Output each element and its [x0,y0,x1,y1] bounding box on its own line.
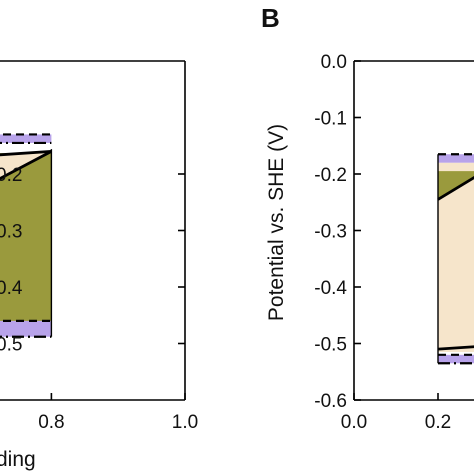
olive-region [0,153,52,326]
purple-band-top [0,134,52,143]
y-tick-label: -0.6 [314,391,347,412]
y-tick-label: -0.2 [314,165,347,186]
y-axis-title: Potential vs. SHE (V) [265,124,288,321]
y-tick-label: 0.2 [0,165,22,186]
y-tick-label: 0.3 [0,222,22,243]
x-tick-label: 0.8 [38,412,64,433]
potential-curve [437,175,474,201]
x-axis-title: ding [0,448,36,471]
panel-label-b: B [261,3,280,33]
y-tick-label: 0.0 [321,52,347,73]
cream-region [0,151,52,179]
y-tick-label: -0.5 [314,335,347,356]
potential-curve [0,150,53,181]
y-tick-label: -0.1 [314,109,347,130]
y-tick-label: -0.4 [314,278,347,299]
purple-band-bottom [438,354,474,364]
upper-line [0,150,52,157]
y-tick-label: 0.5 [0,335,22,356]
panel-b-chart: 0.0-0.1-0.2-0.3-0.4-0.5-0.60.0 0.2Potenti… [261,3,474,433]
y-tick-label: 0.4 [0,278,23,299]
lower-line [437,345,474,351]
x-tick-label: 0.2 [425,412,451,433]
purple-band-top [438,154,474,163]
x-tick-label: 1.0 [172,412,198,433]
x-tick-label: 0.0 [341,412,367,433]
purple-band-bottom [0,320,52,337]
y-tick-label: -0.3 [314,222,347,243]
